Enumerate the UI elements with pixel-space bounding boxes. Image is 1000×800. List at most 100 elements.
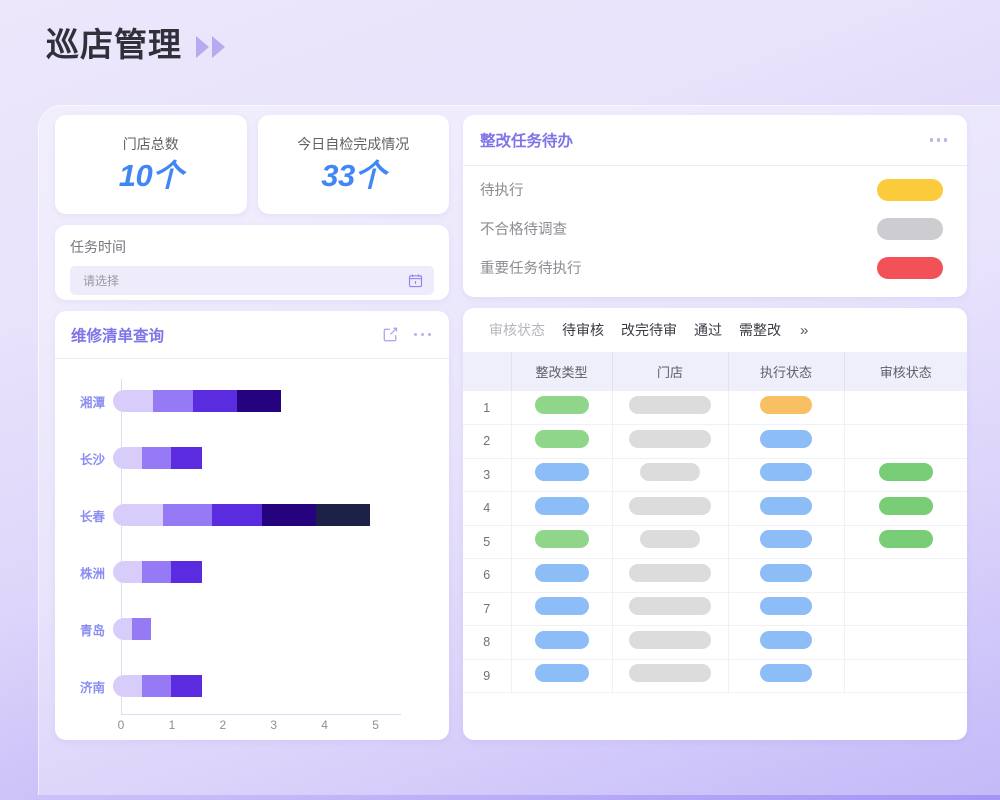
todo-row-label: 重要任务待执行	[480, 261, 582, 277]
bar-row: 济南	[67, 658, 401, 715]
table-row[interactable]: 2	[463, 424, 967, 459]
bar-row: 湘潭	[67, 373, 401, 430]
table-cell-rectification-type	[511, 659, 613, 693]
stat-value: 10个	[118, 157, 183, 193]
stat-label: 门店总数	[122, 136, 179, 153]
cell-pill	[534, 396, 589, 414]
todo-row[interactable]: 重要任务待执行	[480, 248, 943, 287]
row-number: 5	[483, 534, 491, 549]
table-cell-execution-status	[728, 391, 845, 425]
table-row[interactable]: 4	[463, 491, 967, 526]
bar-category-label: 济南	[79, 680, 105, 695]
chevron-right-icon-2	[212, 35, 225, 58]
bar-track	[113, 373, 401, 430]
cell-pill	[878, 496, 933, 515]
bar-rows: 湘潭 长沙 长春 株洲 青岛 济南	[67, 373, 401, 715]
stat-card-total-stores[interactable]: 门店总数 10个	[55, 115, 247, 214]
filter-option-passed[interactable]: 通过	[694, 322, 722, 338]
task-time-input[interactable]: 请选择	[70, 266, 434, 295]
filter-option-fixed-pending-review[interactable]: 改完待审	[621, 322, 677, 338]
table-cell-audit-status	[844, 625, 967, 660]
table-cell-store	[612, 391, 729, 425]
chart-x-axis-ticks: 0 1 2 3 4 5	[117, 716, 401, 736]
stacked-bar[interactable]	[113, 447, 273, 470]
table-cell-execution-status	[728, 659, 845, 693]
stacked-bar[interactable]	[113, 675, 273, 698]
x-axis-tick: 0	[117, 718, 125, 732]
x-axis-tick: 4	[321, 718, 328, 732]
chart-title: 维修清单查询	[71, 327, 165, 345]
table-cell-audit-status	[844, 558, 967, 593]
cell-pill	[534, 530, 589, 549]
table-row[interactable]: 7	[463, 592, 967, 626]
table-row[interactable]: 5	[463, 525, 967, 559]
cell-pill	[640, 463, 700, 482]
cell-pill	[629, 597, 711, 616]
stacked-bar[interactable]	[113, 504, 385, 527]
table-cell-store	[612, 592, 729, 626]
todo-row-label: 待执行	[480, 183, 524, 199]
table-cell-audit-status	[844, 391, 967, 425]
table-cell-execution-status	[728, 592, 845, 626]
stacked-bar[interactable]	[113, 618, 218, 641]
page-header: 巡店管理	[46, 28, 225, 61]
bar-segment	[192, 390, 237, 413]
cell-pill	[629, 396, 711, 414]
bar-segment	[171, 561, 202, 584]
filter-option-needs-rectification[interactable]: 需整改	[739, 322, 781, 338]
todo-row[interactable]: 不合格待调查	[480, 209, 943, 248]
rectification-todo-card: 整改任务待办 待执行不合格待调查重要任务待执行	[463, 115, 967, 297]
table-cell-execution-status	[728, 458, 845, 492]
table-header-store: 门店	[612, 352, 729, 391]
stacked-bar[interactable]	[113, 561, 273, 584]
more-dots-icon[interactable]	[413, 332, 431, 337]
table-cell-audit-status	[844, 659, 967, 693]
bar-segment	[152, 390, 193, 413]
todo-row[interactable]: 待执行	[480, 170, 943, 209]
table-row[interactable]: 9	[463, 659, 967, 693]
table-cell-execution-status	[728, 625, 845, 660]
table-cell-index: 9	[463, 659, 512, 693]
row-number: 7	[483, 601, 491, 616]
table-cell-audit-status	[844, 424, 967, 459]
table-cell-rectification-type	[511, 424, 613, 459]
table-row[interactable]: 6	[463, 558, 967, 593]
bars-area: 湘潭 长沙 长春 株洲 青岛 济南 0 1 2 3 4 5	[67, 373, 425, 736]
bar-segment	[142, 447, 172, 470]
bar-row: 株洲	[67, 544, 401, 601]
table-cell-store	[612, 525, 729, 559]
todo-status-pill	[877, 178, 943, 201]
bar-segment	[315, 504, 371, 527]
row-number: 4	[483, 501, 491, 516]
double-chevron-right-icon	[196, 35, 225, 58]
table-header-execution-status: 执行状态	[728, 352, 845, 391]
stat-card-today-selfcheck[interactable]: 今日自检完成情况 33个	[257, 115, 449, 214]
cell-pill	[760, 530, 812, 549]
table-cell-index: 3	[463, 458, 512, 492]
table-row[interactable]: 8	[463, 625, 967, 660]
cell-pill	[760, 597, 812, 616]
table-cell-execution-status	[728, 424, 845, 459]
audit-status-filter-bar: 审核状态 待审核 改完待审 通过 需整改 »	[463, 308, 967, 352]
filter-option-pending-review[interactable]: 待审核	[562, 322, 604, 338]
table-row[interactable]: 1	[463, 391, 967, 425]
row-number: 9	[483, 668, 491, 683]
bar-segment	[171, 675, 202, 698]
filter-expand-icon[interactable]: »	[800, 321, 809, 339]
repair-list-chart-card: 维修清单查询	[55, 311, 449, 740]
table-cell-index: 2	[463, 424, 512, 459]
table-cell-rectification-type	[511, 592, 613, 626]
cell-pill	[629, 563, 711, 582]
cell-pill	[534, 664, 589, 683]
calendar-icon[interactable]	[408, 273, 423, 288]
cell-pill	[760, 563, 812, 582]
share-export-icon[interactable]	[382, 326, 399, 343]
stacked-bar[interactable]	[113, 390, 333, 413]
table-cell-index: 8	[463, 625, 512, 660]
table-row[interactable]: 3	[463, 458, 967, 492]
todo-card-header: 整改任务待办	[463, 115, 967, 166]
table-cell-index: 4	[463, 491, 512, 526]
bar-track	[113, 430, 401, 487]
more-dots-icon[interactable]	[929, 138, 947, 142]
row-number: 2	[483, 434, 491, 449]
